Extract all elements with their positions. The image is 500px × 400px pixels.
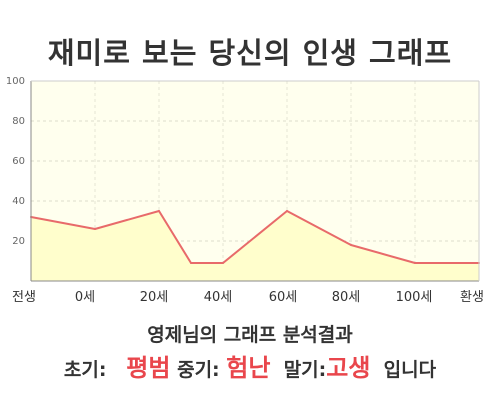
data-point: [414, 262, 416, 264]
x-tick-label: 환생: [460, 290, 484, 305]
analysis-result: 초기: 평범 중기: 험난 말기:고생 입니다: [0, 348, 500, 383]
mid-label: 중기:: [177, 359, 220, 381]
ending-text: 입니다: [383, 359, 437, 381]
data-point: [222, 262, 224, 264]
x-tick-label: 20세: [140, 290, 169, 305]
mid-value: 험난: [226, 354, 271, 382]
x-tick-label: 전생: [12, 290, 36, 305]
data-point: [94, 228, 96, 230]
late-label: 말기:: [283, 359, 327, 381]
early-label: 초기:: [63, 359, 107, 381]
y-tick-label: 80: [12, 116, 25, 127]
series-area: [31, 211, 479, 281]
data-point: [350, 244, 352, 246]
x-tick-label: 0세: [75, 290, 95, 305]
data-point: [286, 210, 288, 212]
x-tick-label: 100세: [396, 290, 433, 305]
data-point: [190, 262, 192, 264]
x-tick-label: 40세: [204, 290, 233, 305]
y-tick-label: 20: [12, 236, 25, 247]
late-value: 고생: [326, 354, 371, 382]
x-tick-label: 60세: [269, 290, 298, 305]
early-value: 평범: [126, 354, 171, 382]
y-tick-label: 60: [12, 156, 25, 167]
page-title: 재미로 보는 당신의 인생 그래프: [47, 36, 453, 70]
x-tick-label: 80세: [332, 290, 361, 305]
y-tick-label: 40: [12, 196, 25, 207]
life-chart: 20 40 60 80 100 전생 0세 20세 40세 60세 80세 100세 환생: [6, 76, 484, 305]
analysis-heading: 영제님의 그래프 분석결과: [147, 324, 353, 346]
y-tick-label: 100: [6, 76, 25, 87]
data-point: [158, 210, 160, 212]
